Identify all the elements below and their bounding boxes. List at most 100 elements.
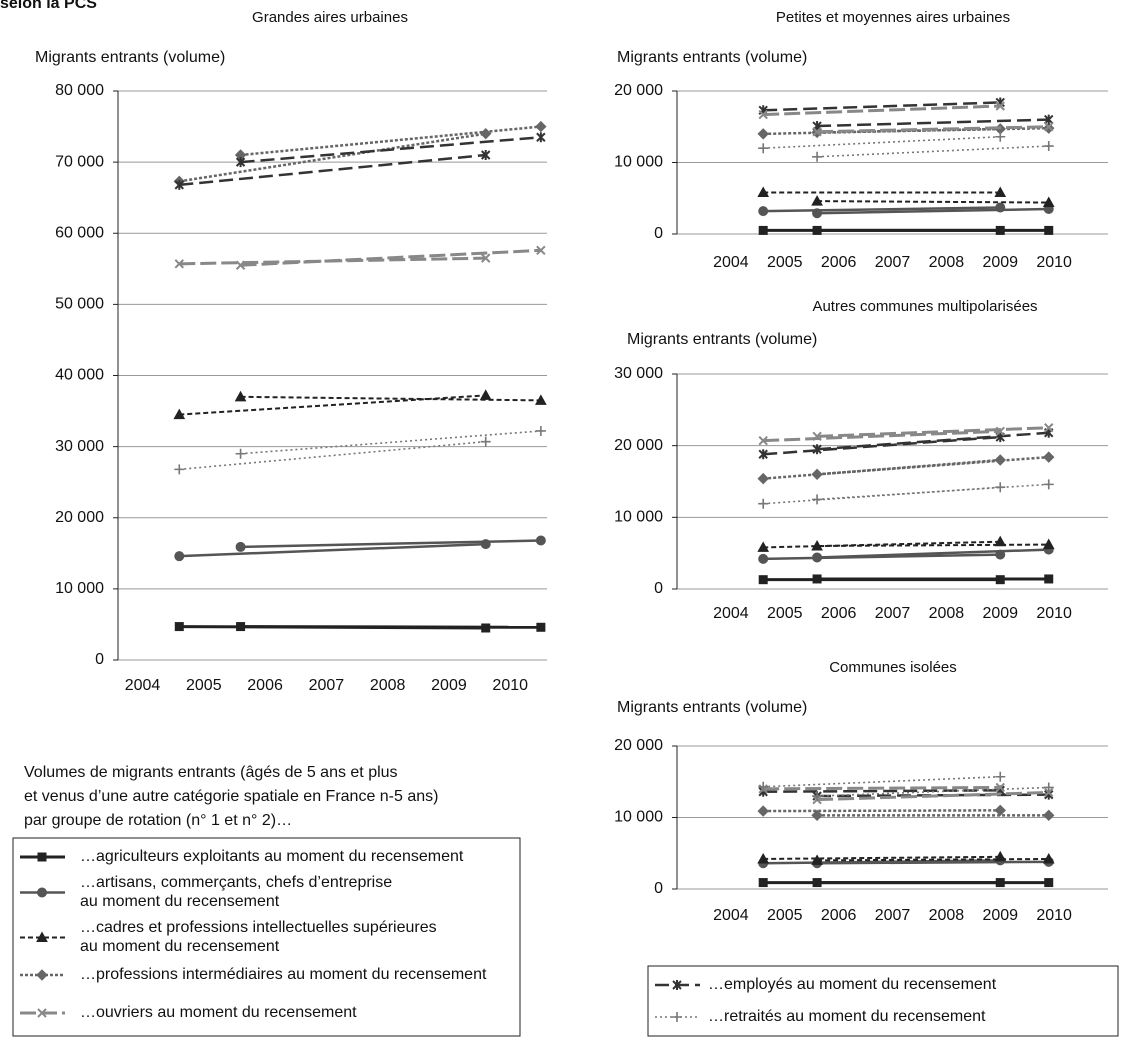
series-line [817, 860, 1049, 865]
marker [994, 850, 1007, 862]
marker [1044, 122, 1054, 132]
series-line [240, 248, 541, 267]
y-tick-label: 20 000 [614, 82, 663, 99]
marker [1043, 809, 1055, 822]
marker [758, 225, 768, 235]
note-line: et venus d’une autre catégorie spatiale … [24, 788, 438, 805]
marker [757, 541, 770, 552]
series-line [817, 543, 1049, 547]
legend-marker [37, 887, 47, 898]
marker [173, 408, 186, 420]
series-line [763, 553, 1001, 561]
x-tick-label: 2004 [713, 605, 749, 622]
x-tick-label: 2009 [431, 677, 467, 694]
marker [812, 151, 823, 162]
x-tick-label: 2009 [982, 254, 1018, 271]
marker [1044, 878, 1054, 888]
series-line [817, 125, 1049, 134]
y-tick-label: 40 000 [55, 367, 104, 384]
series-line [817, 548, 1049, 559]
legend-label: …employés au moment du recensement [708, 976, 997, 993]
y-axis-label: Migrants entrants (volume) [627, 331, 817, 348]
x-tick-label: 2006 [821, 907, 857, 924]
header: selon la PCS [0, 0, 97, 12]
marker [235, 541, 246, 552]
series-line [179, 153, 486, 187]
series-line [763, 206, 1001, 213]
x-tick-label: 2005 [767, 605, 803, 622]
x-tick-label: 2005 [186, 677, 222, 694]
x-tick-label: 2005 [767, 907, 803, 924]
marker [1043, 479, 1054, 490]
marker [812, 494, 823, 505]
marker [995, 549, 1006, 560]
y-tick-label: 0 [95, 651, 104, 668]
series-line [179, 542, 486, 558]
series-line [240, 625, 541, 629]
legend-box [12, 837, 521, 1037]
series-line [817, 426, 1049, 438]
legend-marker [37, 852, 47, 862]
marker [1043, 782, 1054, 793]
x-tick-label: 2009 [982, 907, 1018, 924]
x-tick-label: 2010 [1036, 254, 1072, 271]
series-line [763, 104, 1001, 117]
x-tick-label: 2005 [767, 254, 803, 271]
x-tick-label: 2004 [125, 677, 161, 694]
marker [536, 245, 546, 256]
marker [234, 390, 247, 402]
y-tick-label: 20 000 [614, 737, 663, 754]
marker [995, 426, 1005, 437]
marker [235, 260, 246, 270]
x-tick-label: 2008 [929, 605, 965, 622]
x-tick-label: 2008 [929, 254, 965, 271]
marker [995, 575, 1005, 585]
x-tick-label: 2006 [247, 677, 283, 694]
y-tick-label: 10 000 [614, 809, 663, 826]
marker [758, 449, 768, 460]
marker [757, 472, 769, 485]
chart-title: Petites et moyennes aires urbaines [776, 9, 1010, 26]
note-line: par groupe de rotation (n° 1 et n° 2)… [24, 812, 292, 829]
marker [535, 535, 546, 546]
marker [1044, 423, 1054, 433]
marker [757, 805, 769, 817]
marker [811, 195, 823, 206]
marker [994, 535, 1007, 547]
series-line [817, 200, 1049, 204]
series-line [179, 394, 486, 416]
marker [174, 551, 185, 562]
marker [811, 854, 823, 865]
x-tick-label: 2007 [875, 254, 911, 271]
marker [812, 791, 823, 802]
marker [757, 128, 769, 140]
y-tick-label: 80 000 [55, 82, 104, 99]
series-line [763, 785, 1001, 791]
marker [535, 394, 547, 405]
marker [995, 225, 1005, 235]
marker [481, 150, 491, 161]
series-line [763, 127, 1001, 136]
marker [480, 127, 492, 140]
y-tick-label: 20 000 [55, 509, 104, 526]
x-tick-label: 2006 [821, 605, 857, 622]
marker [758, 781, 769, 792]
y-tick-label: 70 000 [55, 153, 104, 170]
series-line [240, 430, 541, 455]
series-line [817, 786, 1049, 797]
marker [995, 878, 1005, 888]
legend-label: …ouvriers au moment du recensement [80, 1004, 357, 1021]
legend-marker [672, 980, 682, 990]
y-tick-label: 10 000 [614, 509, 663, 526]
series-line [179, 132, 486, 183]
marker [1042, 852, 1055, 864]
marker [174, 179, 184, 190]
marker [758, 553, 769, 564]
marker [236, 622, 246, 632]
marker [1042, 196, 1055, 208]
series-line [817, 483, 1049, 501]
marker [812, 208, 823, 219]
marker [235, 157, 246, 168]
legend-label: …artisans, commerçants, chefs d’entrepri… [80, 874, 392, 910]
